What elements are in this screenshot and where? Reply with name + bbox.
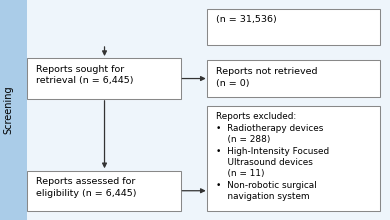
Text: Screening: Screening	[4, 86, 14, 134]
Text: Reports sought for
retrieval (n = 6,445): Reports sought for retrieval (n = 6,445)	[36, 65, 134, 85]
Text: Reports excluded:
•  Radiotherapy devices
    (n = 288)
•  High-Intensity Focuse: Reports excluded: • Radiotherapy devices…	[216, 112, 329, 201]
FancyBboxPatch shape	[207, 106, 380, 211]
FancyBboxPatch shape	[27, 170, 181, 211]
Text: Reports assessed for
eligibility (n = 6,445): Reports assessed for eligibility (n = 6,…	[36, 177, 137, 198]
Text: (n = 31,536): (n = 31,536)	[216, 15, 277, 24]
FancyBboxPatch shape	[207, 61, 380, 97]
Text: Reports not retrieved
(n = 0): Reports not retrieved (n = 0)	[216, 67, 317, 88]
FancyBboxPatch shape	[27, 58, 181, 99]
Bar	[0, 0, 27, 220]
FancyBboxPatch shape	[207, 9, 380, 45]
